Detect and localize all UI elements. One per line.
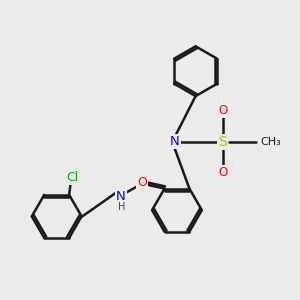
Text: S: S (218, 135, 227, 149)
Text: O: O (137, 176, 147, 189)
Text: O: O (218, 166, 227, 179)
Text: H: H (118, 202, 125, 212)
Text: N: N (170, 135, 180, 148)
Text: O: O (218, 104, 227, 117)
Text: CH₃: CH₃ (260, 137, 281, 147)
Text: N: N (116, 190, 126, 203)
Text: Cl: Cl (66, 171, 79, 184)
